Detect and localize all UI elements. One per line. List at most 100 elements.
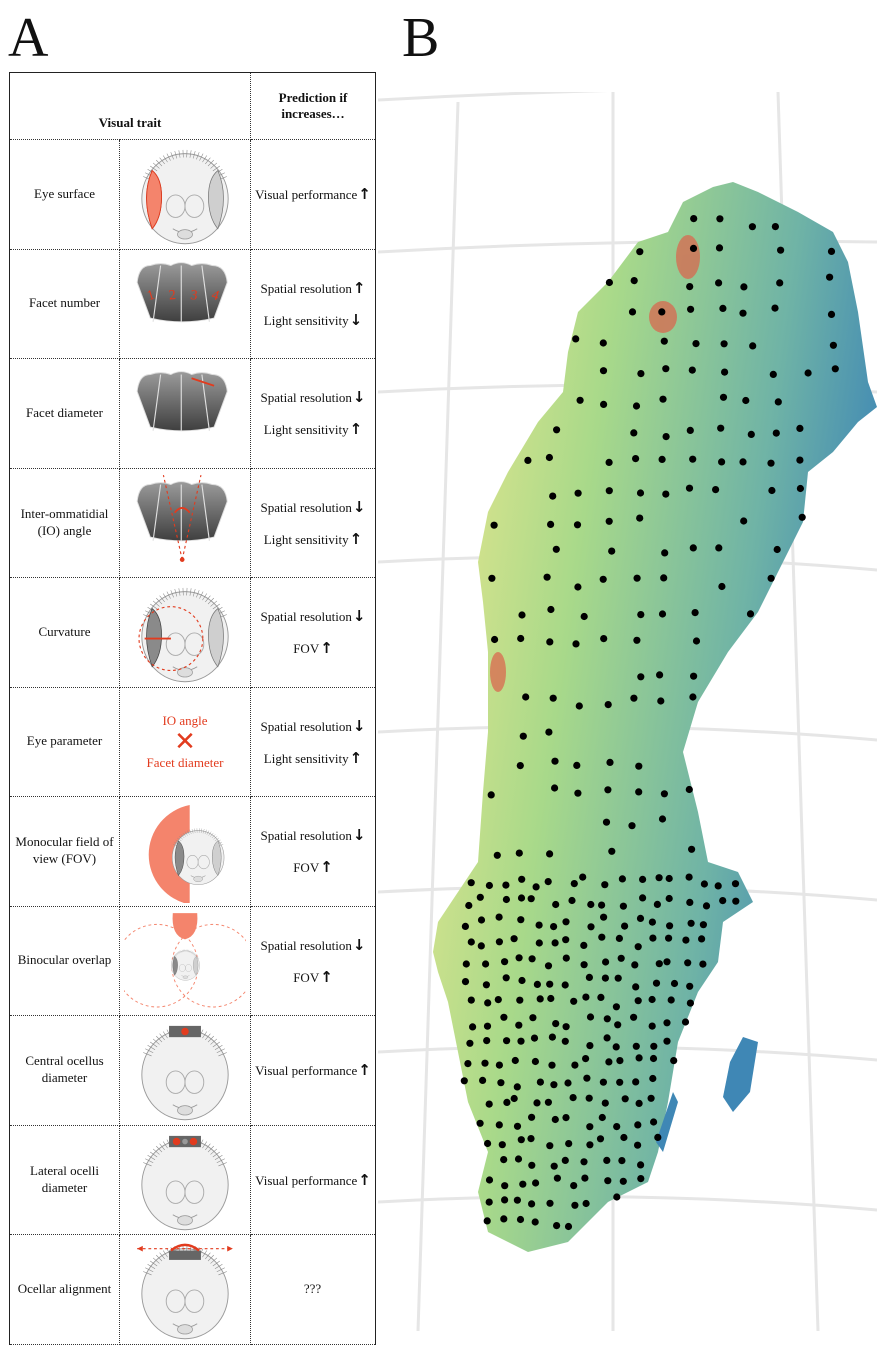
prediction-line: Light sensitivity↓ [264,311,362,329]
sampling-site [636,515,643,522]
sampling-site [663,958,670,965]
sampling-site [586,1095,593,1102]
prediction-line: Light sensitivity↑ [264,530,362,548]
sampling-site [574,583,581,590]
sampling-site [690,215,697,222]
sampling-site [721,369,728,376]
sampling-site [517,916,524,923]
prediction-text: Spatial resolution [261,281,352,296]
sampling-site [618,1157,625,1164]
sampling-site [537,1079,544,1086]
sampling-site [468,938,475,945]
arrow-down-icon: ↓ [350,311,363,329]
sampling-site [511,935,518,942]
sampling-site [601,881,608,888]
sampling-site [512,1057,519,1064]
sampling-site [828,248,835,255]
sampling-site [562,1157,569,1164]
sampling-site [496,914,503,921]
sampling-site [637,370,644,377]
prediction-text: Light sensitivity [264,751,349,766]
sampling-site [486,1176,493,1183]
prediction-cell: Visual performance↑ [251,1125,376,1235]
sampling-site [495,996,502,1003]
sampling-site [630,695,637,702]
trait-illustration [120,1016,251,1126]
sampling-site [547,606,554,613]
sampling-site [545,729,552,736]
sampling-site [518,894,525,901]
sampling-site [482,960,489,967]
sampling-site [732,898,739,905]
sampling-site [749,223,756,230]
sampling-site [771,305,778,312]
sampling-site [662,365,669,372]
trait-illustration [120,140,251,250]
sampling-site [562,936,569,943]
sampling-site [684,959,691,966]
arrow-down-icon: ↓ [353,388,366,406]
sampling-site [659,815,666,822]
sampling-site [532,1179,539,1186]
sampling-site [605,701,612,708]
sampling-site [604,1177,611,1184]
sampling-site [577,397,584,404]
prediction-text: Visual performance [255,1173,357,1188]
sampling-site [522,693,529,700]
sampling-site [518,1136,525,1143]
sampling-site [656,874,663,881]
sampling-site [600,367,607,374]
prediction-cell: Visual performance↑ [251,140,376,250]
sampling-site [548,1062,555,1069]
sampling-site [553,426,560,433]
sampling-site [587,901,594,908]
sampling-site [797,485,804,492]
sampling-site [519,1181,526,1188]
trait-illustration [120,906,251,1016]
prediction-line: Spatial resolution↓ [261,388,366,406]
prediction-line: Light sensitivity↑ [264,420,362,438]
sampling-site [604,786,611,793]
sampling-site [634,575,641,582]
sampling-site [496,1121,503,1128]
trait-name: Central ocellus diameter [10,1016,120,1126]
sampling-site [613,1193,620,1200]
sampling-site [637,673,644,680]
sampling-site [606,487,613,494]
prediction-text: Spatial resolution [261,938,352,953]
sampling-site [478,916,485,923]
sampling-site [686,485,693,492]
sampling-site [703,902,710,909]
sampling-site [631,277,638,284]
sampling-site [481,1060,488,1067]
sampling-site [565,1223,572,1230]
sampling-site [661,549,668,556]
sampling-site [546,981,553,988]
sampling-site [534,981,541,988]
sampling-site [586,1042,593,1049]
bee-head-icon [124,1128,246,1232]
sampling-site [501,1196,508,1203]
prediction-text: FOV [293,970,319,985]
sampling-site [586,1141,593,1148]
sampling-site [562,981,569,988]
sampling-site [552,1116,559,1123]
sampling-site [796,457,803,464]
sampling-site [550,923,557,930]
sampling-site [687,427,694,434]
sampling-site [554,1175,561,1182]
sampling-site [517,762,524,769]
sampling-site [618,955,625,962]
sampling-site [600,1079,607,1086]
sampling-site [687,306,694,313]
sampling-site [606,459,613,466]
arrow-up-icon: ↑ [358,1171,371,1189]
sampling-site [600,576,607,583]
sampling-site [576,702,583,709]
sampling-site [748,431,755,438]
sampling-site [630,1014,637,1021]
prediction-text: FOV [293,860,319,875]
sampling-site [605,1058,612,1065]
